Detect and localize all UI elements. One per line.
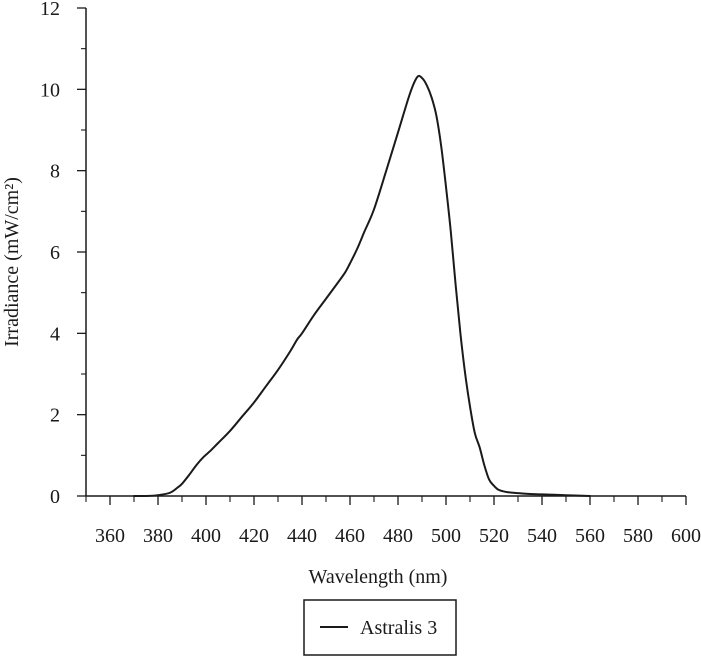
y-tick-label: 0 [50, 486, 60, 508]
legend: Astralis 3 [303, 599, 457, 656]
y-axis-title: Irradiance (mW/cm²) [1, 177, 23, 347]
x-tick-label: 420 [239, 525, 269, 547]
legend-box [303, 599, 457, 656]
x-ticks: 360 380 400 420 440 460 480 500 520 540 560 580 600 [85, 496, 701, 547]
x-tick-label: 520 [479, 525, 509, 547]
y-tick-label: 12 [40, 0, 60, 20]
x-tick-label: 440 [287, 525, 317, 547]
x-tick-label: 360 [95, 525, 125, 547]
series-line-astralis-3 [133, 74, 591, 498]
x-tick-label: 580 [623, 525, 653, 547]
x-tick-label: 560 [575, 525, 605, 547]
x-tick-label: 500 [431, 525, 461, 547]
y-tick-label: 6 [50, 242, 60, 264]
plot-series [133, 74, 591, 498]
x-tick-label: 380 [143, 525, 173, 547]
x-axis-title: Wavelength (nm) [309, 566, 448, 588]
y-tick-label: 4 [50, 323, 60, 345]
x-tick-label: 480 [383, 525, 413, 547]
y-tick-label: 8 [50, 161, 60, 183]
x-tick-label: 600 [671, 525, 701, 547]
legend-label-astralis-3: Astralis 3 [360, 617, 437, 639]
y-ticks: 0 2 4 6 8 10 12 [40, 0, 86, 508]
x-tick-label: 540 [527, 525, 557, 547]
axes [85, 8, 686, 497]
x-tick-label: 400 [191, 525, 221, 547]
x-tick-label: 460 [335, 525, 365, 547]
y-tick-label: 2 [50, 405, 60, 427]
y-tick-label: 10 [40, 79, 60, 101]
